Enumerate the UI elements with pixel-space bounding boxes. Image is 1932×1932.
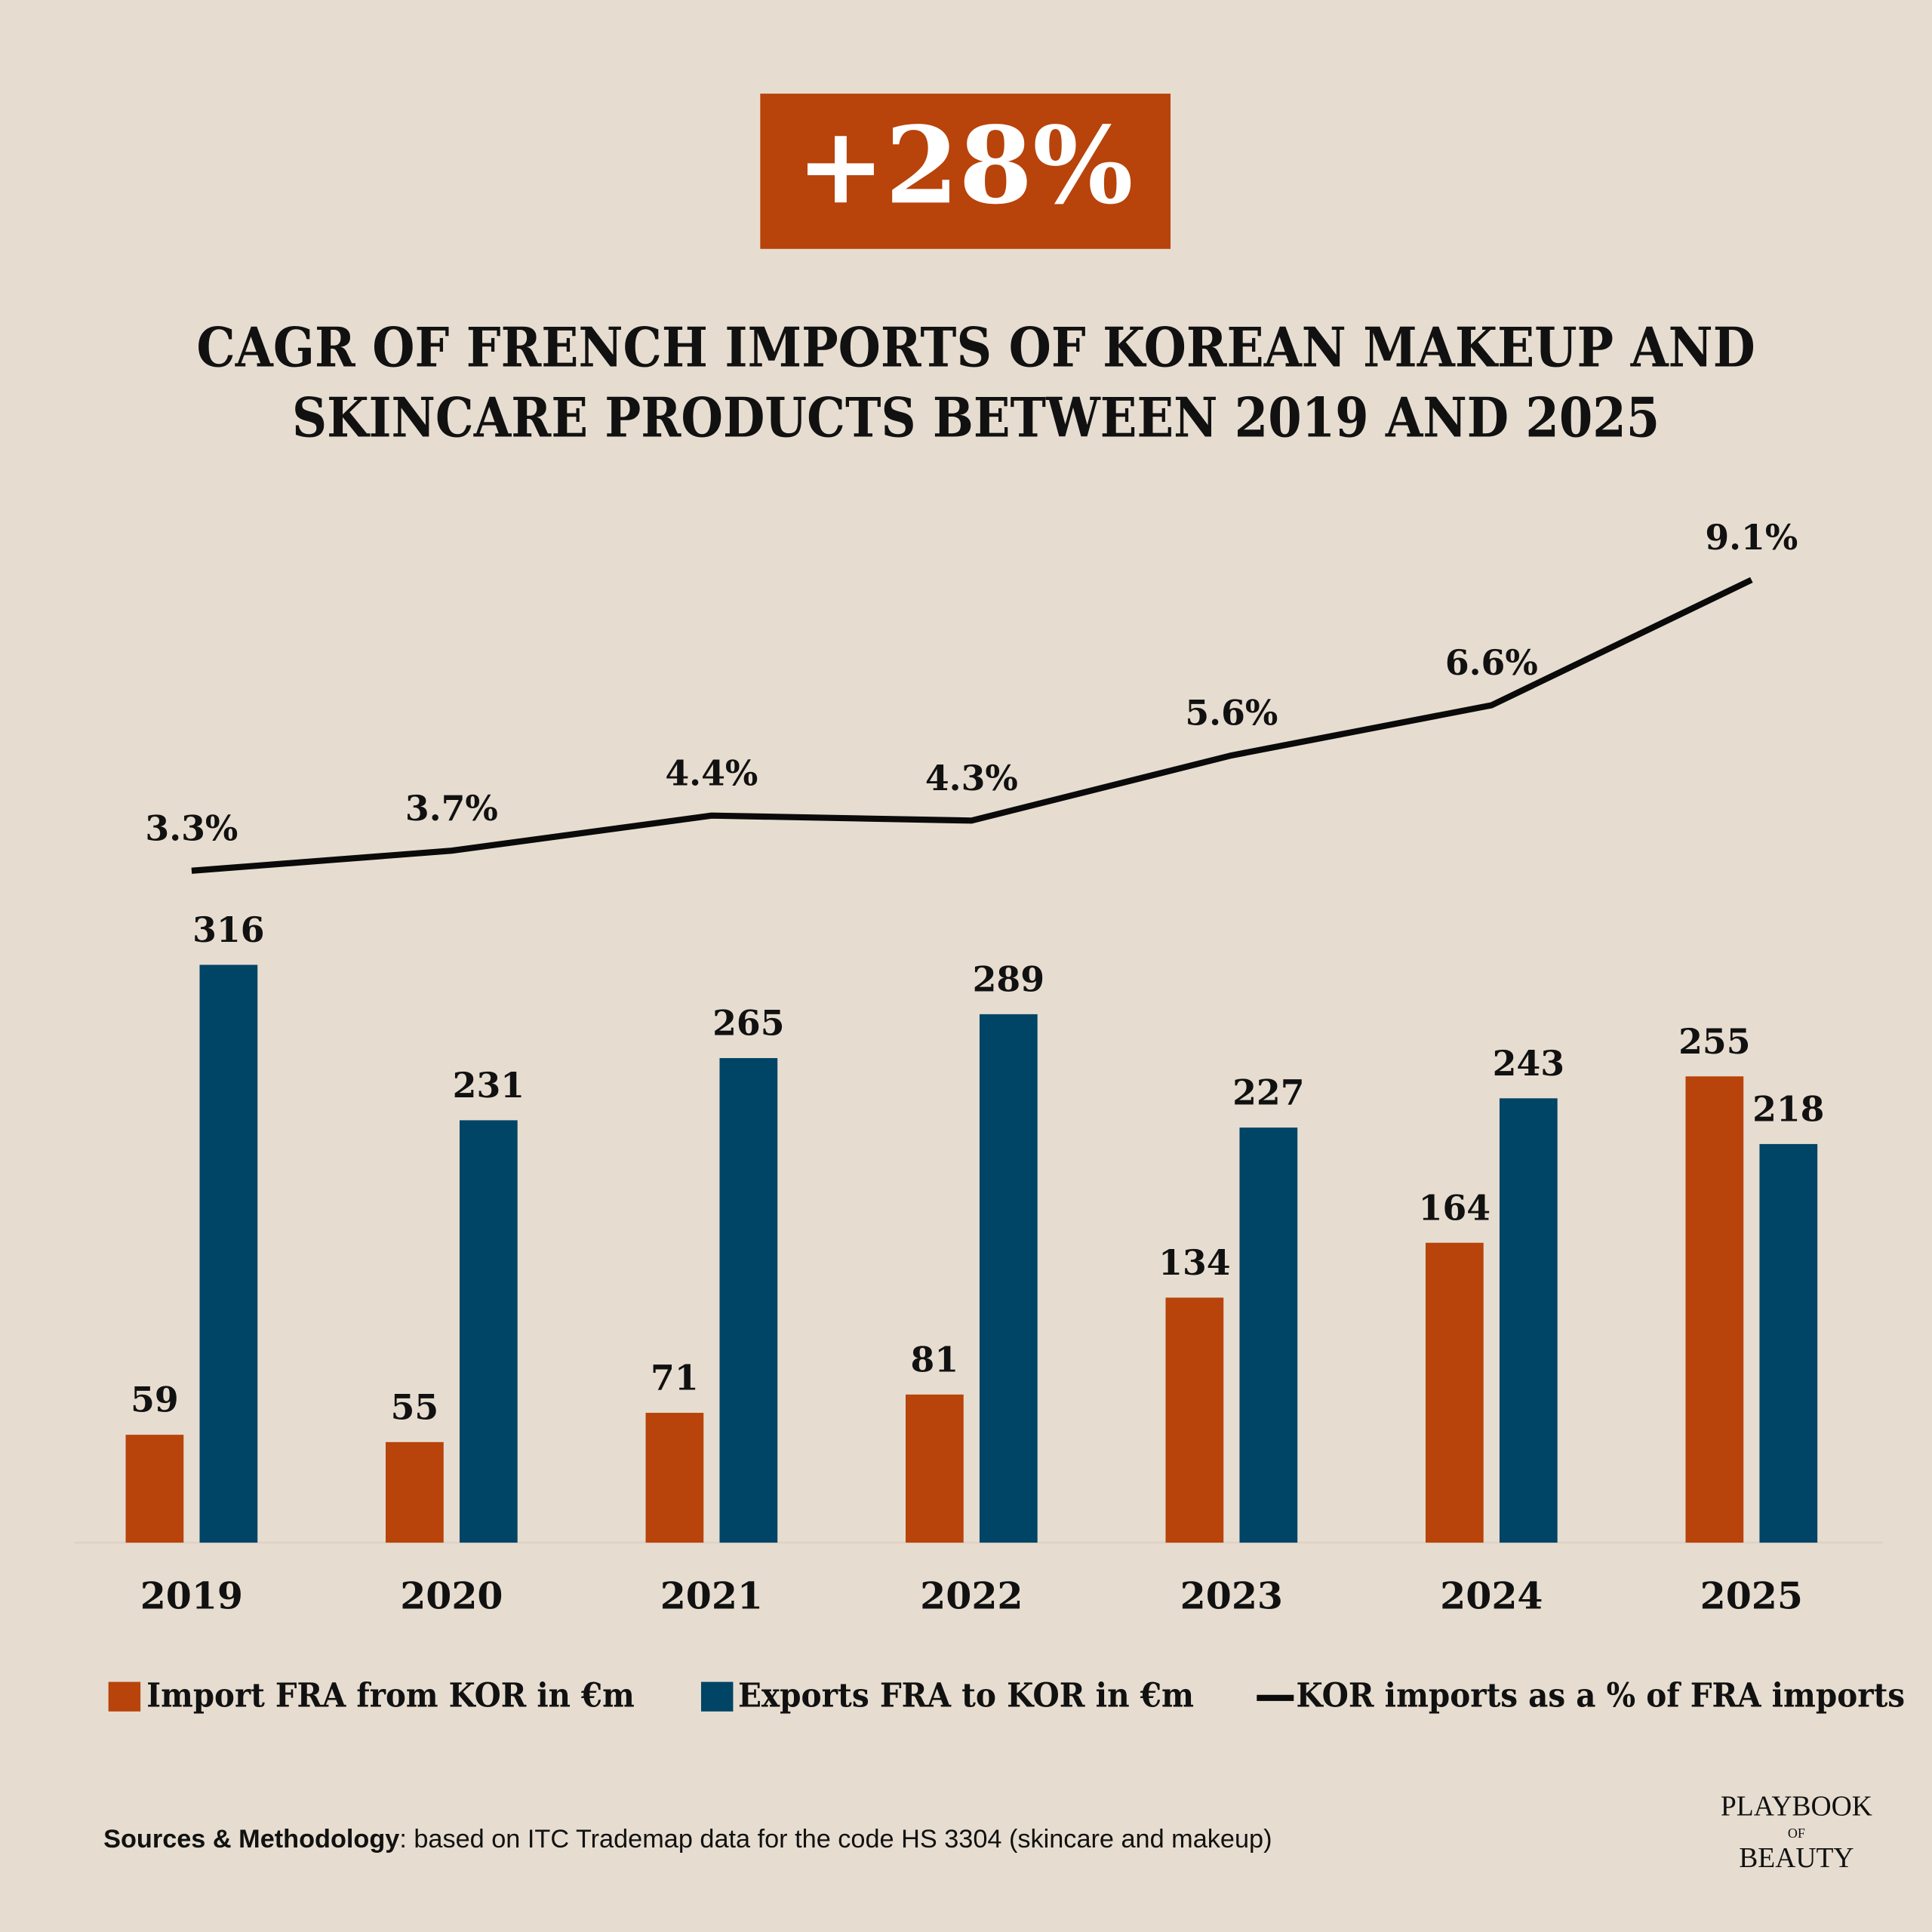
bar: [125, 1435, 184, 1543]
logo: PLAYBOOK: [1721, 1791, 1872, 1822]
line: [191, 577, 1753, 874]
x-tick-label: 2020: [400, 1574, 503, 1618]
legend-label: KOR imports as a % of FRA imports: [1297, 1676, 1906, 1715]
line-value-label: 3.7%: [405, 788, 498, 829]
bar-value-label: 255: [1678, 1021, 1750, 1062]
bar-value-label: 265: [712, 1003, 784, 1044]
bar: [199, 964, 258, 1543]
bar-value-label: 71: [651, 1358, 699, 1398]
bar-value-label: 218: [1752, 1088, 1824, 1129]
bar-value-label: 316: [192, 909, 264, 950]
bar-value-label: 243: [1493, 1043, 1564, 1084]
x-tick-label: 2019: [140, 1574, 243, 1618]
bar: [1425, 1242, 1484, 1543]
bar: [459, 1120, 518, 1543]
x-tick-label: 2025: [1700, 1574, 1803, 1618]
bar-value-label: 231: [453, 1065, 525, 1106]
legend-swatch: [700, 1681, 734, 1712]
bar: [1499, 1098, 1558, 1543]
bar: [1759, 1143, 1818, 1543]
bar-value-label: 164: [1419, 1187, 1491, 1228]
bar: [645, 1413, 704, 1543]
x-tick-label: 2022: [920, 1574, 1023, 1618]
bar-value-label: 227: [1232, 1072, 1304, 1113]
headline: +28%: [796, 103, 1133, 228]
bar: [1239, 1128, 1298, 1543]
x-tick-label: 2023: [1180, 1574, 1283, 1618]
bar: [1165, 1297, 1224, 1543]
bar: [719, 1058, 778, 1543]
bar: [906, 1394, 964, 1543]
legend-swatch: [108, 1681, 141, 1712]
source-text: : based on ITC Trademap data for the cod…: [399, 1825, 1272, 1854]
bar: [979, 1014, 1038, 1543]
line-value-label: 3.3%: [145, 808, 238, 849]
line-value-label: 5.6%: [1185, 693, 1278, 734]
x-tick-label: 2024: [1440, 1574, 1543, 1618]
bar-value-label: 59: [131, 1380, 179, 1420]
logo: BEAUTY: [1739, 1843, 1854, 1874]
line-value-label: 6.6%: [1445, 642, 1538, 683]
line-value-label: 4.4%: [665, 752, 758, 793]
logo: OF: [1788, 1826, 1805, 1841]
legend-label: Exports FRA to KOR in €m: [738, 1676, 1194, 1715]
bar-value-label: 134: [1158, 1242, 1230, 1283]
line-value-label: 9.1%: [1705, 517, 1798, 558]
source-note: Sources & Methodology: based on ITC Trad…: [103, 1825, 1272, 1854]
bar-value-label: 289: [973, 958, 1044, 999]
line-value-label: 4.3%: [925, 758, 1018, 798]
headline-box: [760, 94, 1171, 249]
bar-value-label: 55: [391, 1386, 439, 1427]
chart-title: CAGR OF FRENCH IMPORTS OF KOREAN MAKEUP …: [196, 315, 1755, 379]
chart-title: SKINCARE PRODUCTS BETWEEN 2019 AND 2025: [292, 386, 1660, 449]
bar-value-label: 81: [911, 1339, 959, 1380]
legend-label: Import FRA from KOR in €m: [146, 1676, 635, 1715]
bar: [386, 1441, 444, 1543]
x-tick-label: 2021: [660, 1574, 763, 1618]
bar: [1685, 1076, 1744, 1543]
source-label: Sources & Methodology: [103, 1825, 399, 1854]
